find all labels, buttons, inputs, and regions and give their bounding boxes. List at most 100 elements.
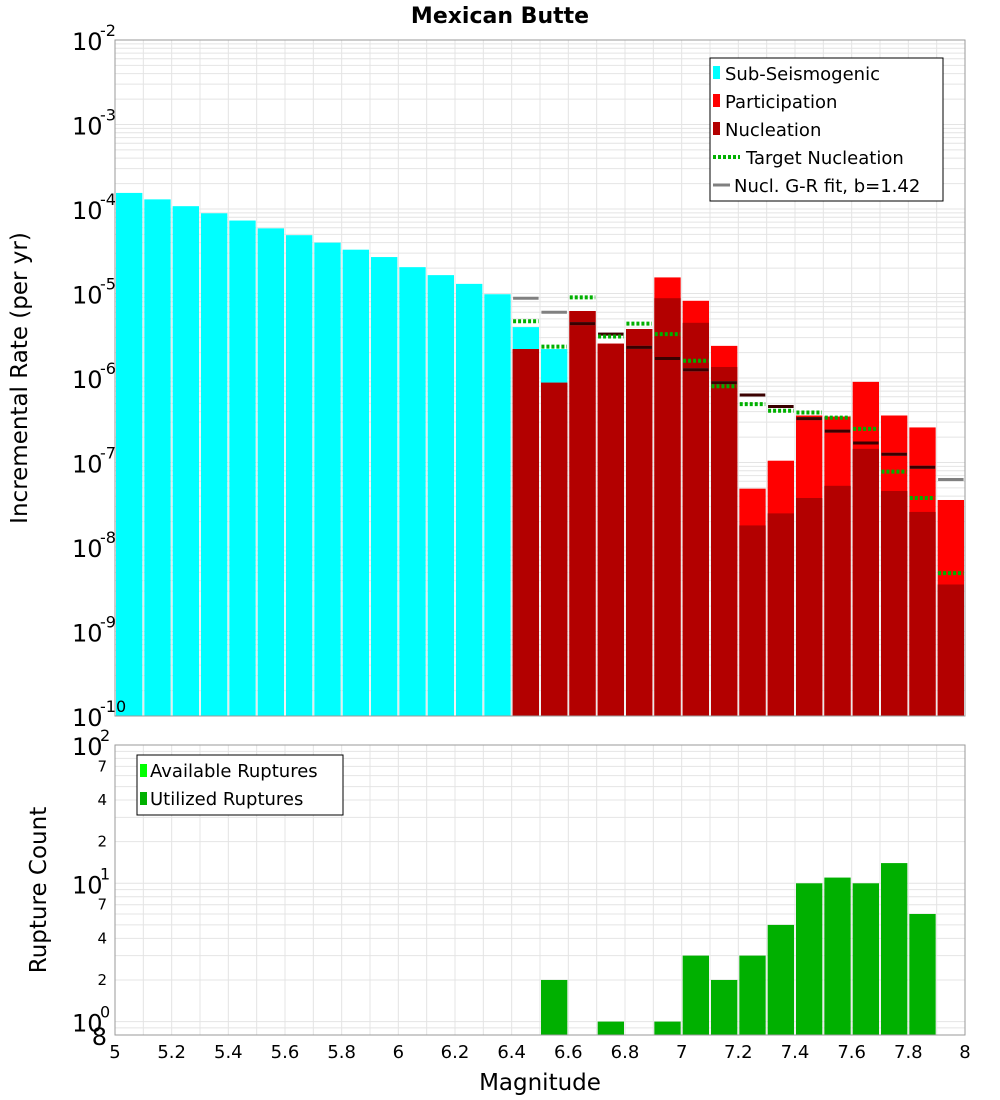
sub-seismogenic-bar: [456, 283, 483, 716]
legend-label-sub-seismogenic: Sub-Seismogenic: [725, 64, 880, 85]
x-tick-label: 8: [959, 1042, 970, 1063]
x-tick-label: 6.8: [611, 1042, 640, 1063]
utilized-ruptures-bar: [767, 924, 794, 1035]
chart-title: Mexican Butte: [411, 4, 589, 29]
x-tick-label: 7: [676, 1042, 687, 1063]
nucleation-bar: [909, 511, 936, 716]
sub-seismogenic-bar: [172, 206, 199, 716]
rate-y-axis-label: Incremental Rate (per yr): [7, 232, 33, 524]
legend-label-available-ruptures: Available Ruptures: [150, 761, 318, 782]
nucleation-bar: [512, 349, 539, 716]
x-tick-label: 7.6: [837, 1042, 866, 1063]
legend-label-target-nucleation: Target Nucleation: [745, 148, 904, 169]
count-plot-frame: [114, 744, 966, 1036]
rate-bars: [116, 192, 964, 717]
sub-seismogenic-bar: [257, 228, 284, 716]
nucleation-bar: [654, 298, 681, 716]
count-y-minor-label: 4: [97, 791, 107, 809]
sub-seismogenic-bar: [286, 235, 313, 716]
rate-y-tick-exponent: -2: [100, 21, 116, 40]
x-tick-label: 5.2: [157, 1042, 186, 1063]
nucleation-bar: [937, 584, 964, 716]
count-y-minor-label: 7: [97, 896, 107, 914]
utilized-ruptures-bar: [881, 863, 908, 1035]
rate-y-tick-exponent: -8: [100, 528, 116, 547]
sub-seismogenic-bar: [484, 294, 511, 716]
x-tick-labels: 5 5.2 5.4 5.6 5.8 6 6.2 6.4 6.6 6.8 7 7.2 7.4 7.6 7.8 8: [109, 1042, 970, 1063]
sub-seismogenic-bar: [314, 242, 341, 717]
rate-y-tick-base: 10: [72, 282, 103, 310]
count-y-tick-exponent: 1: [100, 864, 110, 883]
count-legend-box: [136, 754, 344, 816]
rate-y-tick-exponent: -6: [100, 359, 116, 378]
nucleation-bar: [541, 382, 568, 716]
utilized-ruptures-bar: [711, 979, 738, 1035]
sub-seismogenic-bar: [229, 220, 256, 716]
utilized-ruptures-bar: [796, 883, 823, 1035]
utilized-ruptures-bar: [824, 877, 851, 1035]
nucleation-bar: [569, 311, 596, 716]
count-y-minor-label: 2: [97, 833, 107, 851]
nucleation-bar: [767, 513, 794, 716]
utilized-ruptures-bar: [909, 913, 936, 1035]
sub-seismogenic-bar: [371, 257, 398, 716]
x-tick-label: 6.6: [554, 1042, 583, 1063]
count-y-tick-exponent: 0: [100, 1003, 110, 1022]
legend-swatch-available-ruptures: [140, 764, 147, 777]
rate-y-tick-base: 10: [72, 113, 103, 141]
rate-y-tick-exponent: -7: [100, 444, 116, 463]
legend-label-nucleation: Nucleation: [725, 120, 821, 141]
x-tick-label: 6.4: [497, 1042, 526, 1063]
x-axis-label: Magnitude: [479, 1070, 601, 1096]
count-y-minor-label: 2: [97, 971, 107, 989]
nucleation-bar: [711, 366, 738, 716]
rate-y-tick-base: 10: [72, 366, 103, 394]
rate-y-tick-exponent: -9: [100, 613, 116, 632]
x-tick-label: 6.2: [441, 1042, 470, 1063]
count-y-minor-label: 7: [97, 757, 107, 775]
x-tick-label: 5.8: [327, 1042, 356, 1063]
count-y-axis-label: Rupture Count: [26, 807, 52, 973]
count-y-minor-label: 8: [92, 1023, 107, 1051]
x-tick-label: 6: [393, 1042, 404, 1063]
nucleation-bar: [824, 485, 851, 716]
count-gridlines: [114, 744, 966, 1036]
x-tick-label: 7.4: [781, 1042, 810, 1063]
rate-y-tick-exponent: -10: [100, 697, 126, 716]
rate-y-tick-base: 10: [72, 197, 103, 225]
nucleation-bar: [739, 525, 766, 716]
legend-swatch-participation: [713, 94, 720, 107]
nucleation-bar: [626, 329, 653, 716]
legend-swatch-nucleation: [713, 122, 720, 135]
rate-y-tick-base: 10: [72, 620, 103, 648]
legend-label-utilized-ruptures: Utilized Ruptures: [150, 789, 303, 810]
nucleation-bar: [597, 343, 624, 716]
count-y-minor-label: 4: [97, 929, 107, 947]
nucleation-bar: [796, 498, 823, 716]
count-bars: [541, 863, 936, 1035]
sub-seismogenic-bar: [427, 275, 454, 716]
rate-y-tick-base: 10: [72, 704, 103, 732]
rate-y-tick-base: 10: [72, 451, 103, 479]
x-tick-label: 5.6: [271, 1042, 300, 1063]
rate-step-lines: [513, 295, 964, 576]
legend-swatch-sub-seismogenic: [713, 66, 720, 79]
x-tick-label: 5: [109, 1042, 120, 1063]
rate-y-tick-base: 10: [72, 535, 103, 563]
nucleation-bar: [852, 448, 879, 716]
x-tick-label: 7.2: [724, 1042, 753, 1063]
rate-y-tick-exponent: -5: [100, 275, 116, 294]
utilized-ruptures-bar: [682, 955, 709, 1035]
rate-y-tick-exponent: -4: [100, 190, 116, 209]
count-y-tick-base: 10: [72, 733, 103, 761]
rate-y-tick-exponent: -3: [100, 106, 116, 125]
utilized-ruptures-bar: [654, 1021, 681, 1035]
rate-y-tick-base: 10: [72, 28, 103, 56]
legend-label-gr-fit: Nucl. G-R fit, b=1.42: [734, 176, 920, 197]
sub-seismogenic-bar: [399, 267, 426, 716]
rate-legend: Sub-Seismogenic Participation Nucleation…: [709, 57, 944, 202]
count-y-tick-base: 10: [72, 1010, 103, 1038]
